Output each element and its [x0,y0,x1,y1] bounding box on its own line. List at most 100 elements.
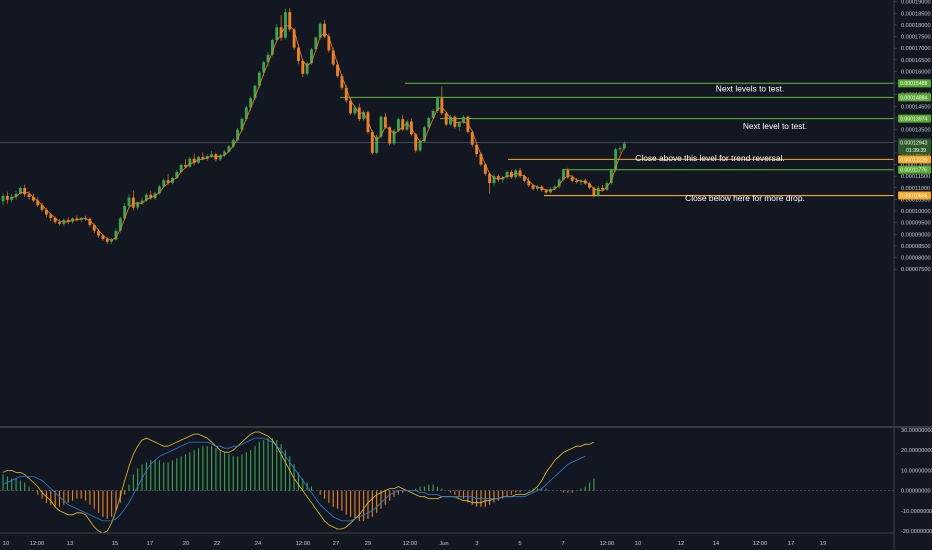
candle-body [483,164,487,174]
level-lines [340,82,894,197]
time-tick-label: 15 [112,541,118,547]
candle-body [136,202,140,208]
macd-pane [0,431,894,534]
annotation-text: Next level to test. [743,121,807,131]
candle-body [609,170,613,184]
price-tick-label: 0.00008500 [901,244,931,250]
level-price-tag [898,79,931,88]
time-tick-label: 20 [183,541,189,547]
candle-body [331,50,335,65]
candle-body [275,27,279,41]
candle-body [23,187,27,195]
candle-body [92,224,96,231]
macd-tick-label: -10.00000000 [901,509,932,515]
candle-body [53,218,57,223]
candle-body [110,239,114,242]
price-tick-label: 0.00011000 [901,186,930,192]
candle-body [318,23,322,38]
macd-axis[interactable]: 30.00000000 20.00000000 10.00000000 0.00000… [901,428,932,535]
candle-body [592,187,596,196]
candle-body [475,144,479,155]
level-price-tag-label: 0.00015488 [900,81,928,87]
candle-body [10,196,14,200]
candle-body [496,176,500,180]
price-tick-label: 0.00008000 [901,256,931,262]
candle-body [405,121,409,130]
price-axis[interactable]: 0.00019000 0.00018500 0.00018000 0.00017500… [894,0,931,273]
candle-body [414,134,418,151]
candle-body [544,190,548,193]
time-tick-label: 10 [3,541,9,547]
candle-body [423,127,426,142]
candle-body [66,219,70,222]
level-price-tag-label: 0.00014884 [900,95,928,101]
candle-body [201,157,205,159]
candle-body [392,130,396,144]
time-tick-label: 3 [475,541,478,547]
time-tick-label: 13 [67,541,73,547]
candle-body [527,180,531,186]
price-tick-label: 0.00017000 [901,46,931,52]
candle-body [344,87,348,101]
candle-body [501,177,505,180]
candle-body [97,230,101,236]
candle-body [436,98,439,111]
annotation-layer: Next levels to test. Next level to test. C… [635,84,807,203]
time-tick-label: 7 [561,541,564,547]
candle-body [575,180,578,182]
candle-body [570,177,574,181]
candle-body [522,176,526,181]
level-price-tag [898,165,931,174]
candle-body [283,12,287,38]
annotation-text: Close below here for more drop. [685,193,805,203]
candle-body [123,205,127,219]
candle-body [188,158,192,167]
price-tick-label: 0.00012000 [901,162,931,168]
time-tick-label: 12:00 [753,541,768,547]
candle-body [244,107,248,119]
candle-body [388,127,392,144]
macd-tick-label: 30.00000000 [901,428,932,434]
time-tick-label: 10 [635,541,641,547]
candle-body [444,113,448,125]
price-tick-label: 0.00009000 [901,232,931,238]
candle-body [457,122,461,127]
candle-body [396,119,400,131]
candle-body [327,36,331,51]
candle-body [118,218,122,231]
current-price-tag [898,138,931,155]
macd-tick-label: 20.00000000 [901,448,932,454]
candle-body [279,27,283,38]
candle-body [618,148,622,150]
candle-body [257,72,261,86]
candle-body [297,47,300,61]
candle-body [514,170,518,178]
candle-body [227,146,231,152]
time-tick-label: 12:00 [600,541,615,547]
price-tick-label: 0.00013500 [901,128,931,134]
candle-body [601,187,605,190]
time-axis[interactable]: 10 12:00 13 15 17 20 22 24 12:00 27 29 12:00 Jun 3 5 7 1… [3,541,826,547]
candle-body [288,12,292,30]
level-price-tag-label: 0.00013974 [900,116,928,122]
candle-body [305,63,309,74]
candle-body [253,85,257,99]
candle-body [114,230,118,240]
time-tick-label: Jun [439,541,448,547]
price-tick-label: 0.00018000 [901,23,931,29]
price-tick-label: 0.00016000 [901,69,931,75]
candle-body [270,40,274,55]
candle-body [218,155,222,160]
price-tick-label: 0.00018500 [901,11,931,17]
candle-body [614,149,618,171]
candle-body [362,112,366,120]
candle-body [509,171,513,178]
candle-body [431,110,435,118]
candle-body [292,29,296,48]
candle-body [14,193,18,197]
time-tick-label: 24 [255,541,262,547]
candle-body [223,151,227,156]
countdown-label: 01:39:39 [906,148,926,154]
